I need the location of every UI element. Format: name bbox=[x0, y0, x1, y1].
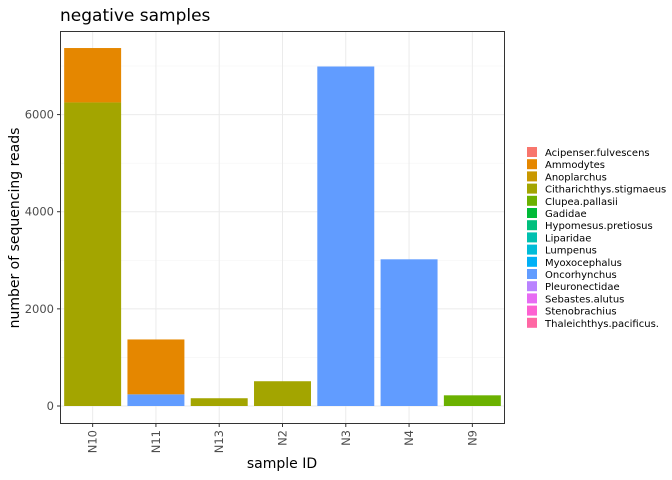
y-axis: 0 2000 4000 6000 bbox=[25, 108, 61, 413]
bar-segment-n13-citharichthys-stigmaeus bbox=[190, 398, 248, 406]
x-tick-label: N10 bbox=[86, 430, 100, 453]
y-axis-label: number of sequencing reads bbox=[7, 128, 23, 329]
legend-swatch-clupea-pallasii bbox=[527, 195, 537, 206]
legend: Acipenser.fulvescensAmmodytesAnoplarchus… bbox=[527, 147, 666, 330]
x-axis: N10 N11 N13 N2 N3 N4 N9 bbox=[86, 423, 479, 453]
bar-segment-n9-clupea-pallasii bbox=[443, 395, 501, 406]
y-tick-label: 6000 bbox=[25, 108, 54, 122]
bars bbox=[64, 48, 501, 406]
legend-label-citharichthys-stigmaeus: Citharichthys.stigmaeus bbox=[545, 185, 666, 196]
x-tick-label: N3 bbox=[339, 430, 353, 446]
legend-swatch-sebastes-alutus bbox=[527, 293, 537, 304]
chart-title: negative samples bbox=[60, 6, 211, 26]
legend-label-sebastes-alutus: Sebastes.alutus bbox=[545, 294, 624, 305]
legend-label-lumpenus: Lumpenus bbox=[545, 246, 597, 257]
legend-label-acipenser-fulvescens: Acipenser.fulvescens bbox=[545, 148, 650, 159]
legend-label-thaleichthys-pacificus: Thaleichthys.pacificus. bbox=[544, 319, 659, 330]
legend-label-stenobrachius: Stenobrachius bbox=[545, 307, 617, 318]
legend-swatch-anoplarchus bbox=[527, 171, 537, 182]
legend-swatch-gadidae bbox=[527, 208, 537, 218]
legend-swatch-pleuronectidae bbox=[527, 281, 537, 292]
bar-segment-n2-citharichthys-stigmaeus bbox=[254, 381, 311, 406]
legend-swatch-hypomesus-pretiosus bbox=[527, 220, 537, 231]
legend-swatch-oncorhynchus bbox=[527, 269, 537, 279]
legend-swatch-acipenser-fulvescens bbox=[527, 147, 537, 157]
legend-swatch-thaleichthys-pacificus bbox=[527, 317, 537, 328]
legend-label-myoxocephalus: Myoxocephalus bbox=[545, 258, 622, 269]
legend-label-anoplarchus: Anoplarchus bbox=[545, 172, 607, 183]
legend-label-ammodytes: Ammodytes bbox=[545, 160, 605, 171]
x-axis-label: sample ID bbox=[247, 456, 317, 472]
y-tick-label: 0 bbox=[47, 399, 54, 413]
y-tick-label: 4000 bbox=[25, 205, 54, 219]
bar-segment-n10-citharichthys-stigmaeus bbox=[64, 102, 122, 406]
x-tick-label: N2 bbox=[276, 430, 290, 446]
legend-swatch-ammodytes bbox=[527, 159, 537, 170]
y-tick-label: 2000 bbox=[25, 302, 54, 316]
legend-swatch-stenobrachius bbox=[527, 305, 537, 316]
bar-segment-n11-ammodytes bbox=[127, 339, 185, 395]
x-tick-label: N9 bbox=[465, 430, 479, 446]
legend-label-liparidae: Liparidae bbox=[545, 233, 591, 244]
bar-segment-n4-oncorhynchus bbox=[380, 259, 438, 406]
bar-segment-n10-ammodytes bbox=[64, 48, 122, 103]
legend-label-gadidae: Gadidae bbox=[545, 209, 587, 220]
legend-label-pleuronectidae: Pleuronectidae bbox=[545, 282, 620, 293]
x-tick-label: N4 bbox=[402, 430, 416, 446]
legend-label-oncorhynchus: Oncorhynchus bbox=[545, 270, 617, 281]
legend-label-clupea-pallasii: Clupea.pallasii bbox=[545, 197, 618, 208]
legend-swatch-liparidae bbox=[527, 232, 537, 243]
x-tick-label: N11 bbox=[149, 430, 163, 453]
bar-segment-n3-oncorhynchus bbox=[317, 66, 375, 406]
legend-swatch-lumpenus bbox=[527, 244, 537, 255]
legend-swatch-myoxocephalus bbox=[527, 256, 537, 267]
bar-segment-n11-oncorhynchus bbox=[127, 394, 185, 406]
legend-label-hypomesus-pretiosus: Hypomesus.pretiosus bbox=[545, 221, 653, 232]
legend-swatch-citharichthys-stigmaeus bbox=[527, 183, 537, 194]
x-tick-label: N13 bbox=[212, 430, 226, 453]
